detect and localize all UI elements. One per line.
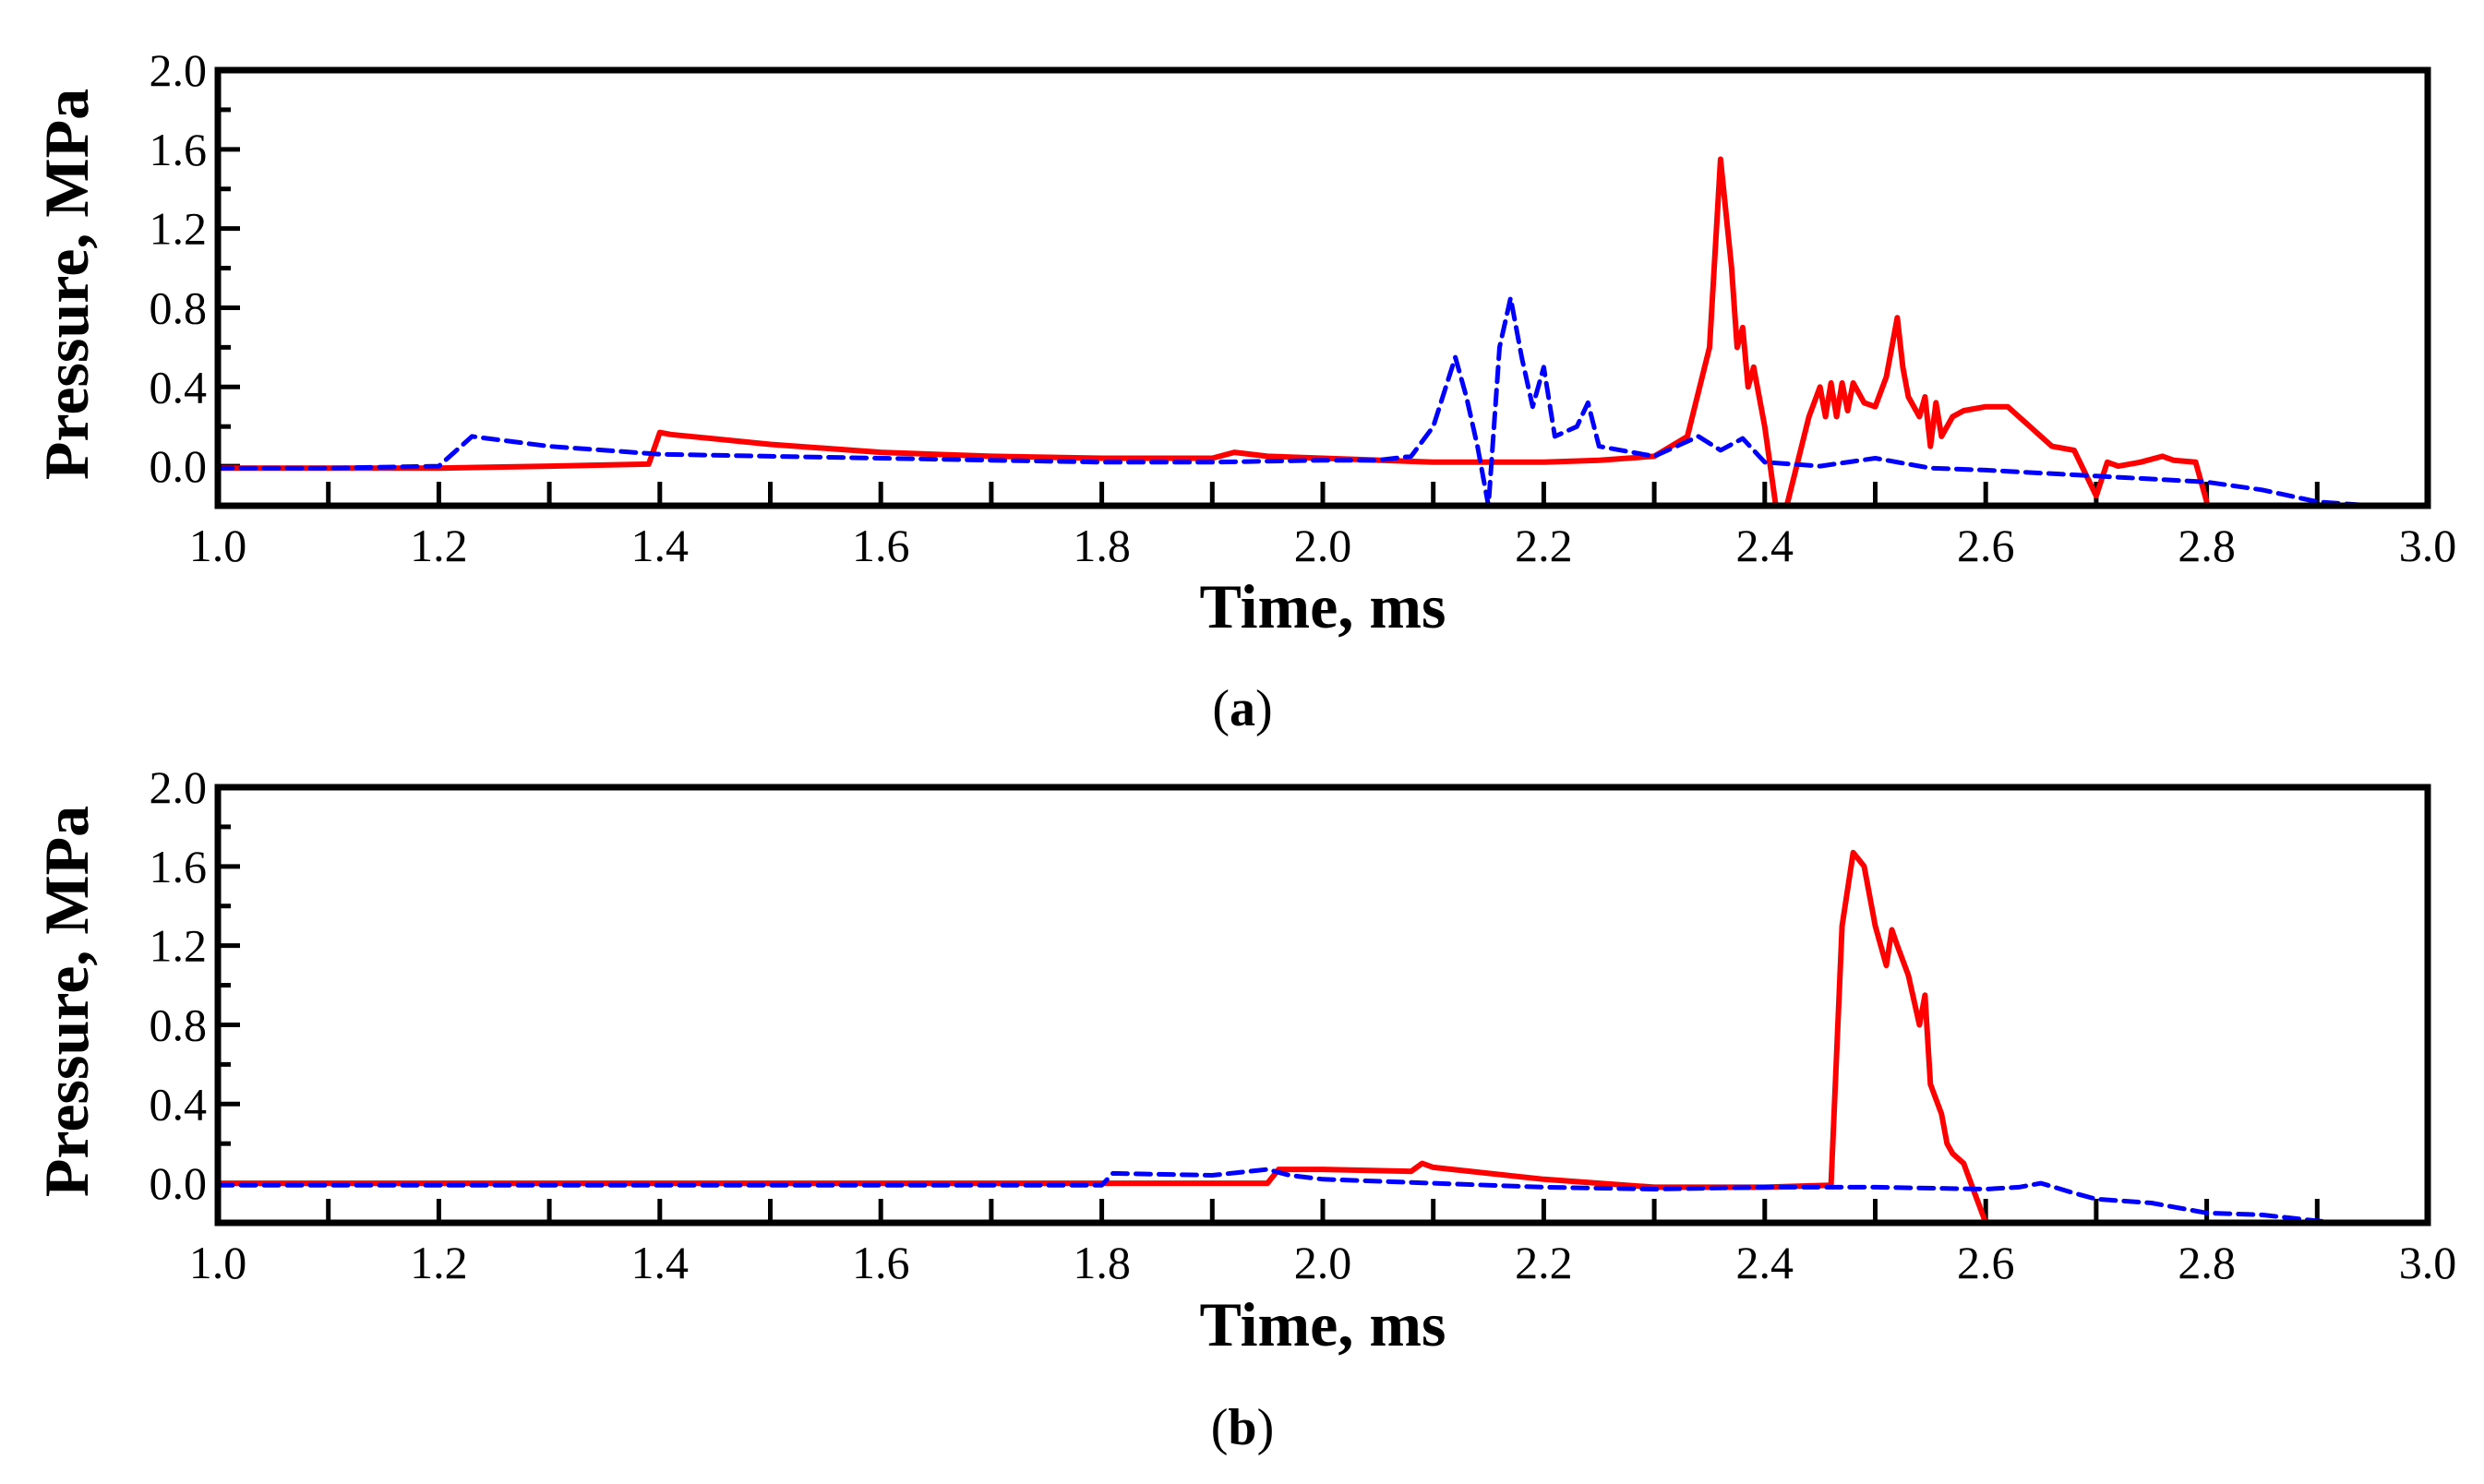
- axes-group: 1.0 1.2 1.4 1.6 1.8 2.0 2.2 2.4 2.6 2.8 3.0 0.0 0.4 0…: [150, 761, 2457, 1288]
- plot-frame: [214, 66, 2431, 509]
- x-tick-label: 2.2: [1515, 520, 1573, 571]
- y-tick-label: 1.6: [150, 124, 208, 175]
- panel-label: (a): [1212, 680, 1272, 737]
- x-tick-label: 3.0: [2399, 520, 2457, 571]
- y-tick-label: 0.8: [150, 999, 208, 1050]
- x-tick-label: 1.6: [852, 1237, 910, 1288]
- panel-label: (b): [1211, 1399, 1274, 1456]
- y-axis-title-text: Pressure, MPa: [31, 806, 102, 1197]
- series-group: [218, 156, 2375, 506]
- x-tick-label: 1.4: [631, 520, 690, 571]
- x-axis-title: Time, ms: [1200, 571, 1446, 641]
- x-tick-label: 1.0: [189, 520, 247, 571]
- y-tick-label: 1.2: [150, 920, 208, 972]
- y-tick-label: 0.8: [150, 281, 208, 333]
- y-axis-title: Pressure, MPa: [31, 806, 102, 1197]
- plot-frame: [214, 784, 2431, 1227]
- y-tick-label: 2.0: [150, 761, 208, 813]
- x-tick-label: 2.4: [1736, 520, 1794, 571]
- series-line-dashed-blue: [218, 295, 2375, 506]
- series-line-dashed-blue: [218, 1167, 2342, 1223]
- y-axis-title-text: Pressure, MPa: [31, 89, 102, 480]
- x-tick-label: 2.6: [1957, 520, 2015, 571]
- x-tick-label: 2.4: [1736, 1237, 1794, 1288]
- y-axis-title: Pressure, MPa: [31, 89, 102, 480]
- series-line-solid-red: [218, 849, 2022, 1223]
- panel-a: Pressure, MPa 1.0 1.2 1.4 1.6 1.8 2.0 2.2 2.4 2.…: [31, 44, 2456, 737]
- y-tick-label: 1.2: [150, 203, 208, 255]
- x-tick-label: 3.0: [2399, 1237, 2457, 1288]
- series-group: [218, 849, 2342, 1223]
- x-tick-label: 2.6: [1957, 1237, 2015, 1288]
- y-tick-label: 1.6: [150, 841, 208, 892]
- x-tick-label: 1.8: [1073, 520, 1131, 571]
- axes-group: 1.0 1.2 1.4 1.6 1.8 2.0 2.2 2.4 2.6 2.8 3.0 0.0 0.4 0…: [150, 44, 2457, 571]
- x-axis-title: Time, ms: [1200, 1289, 1446, 1359]
- y-tick-label: 2.0: [150, 44, 208, 96]
- series-line-solid-red: [218, 156, 2210, 506]
- y-tick-label: 0.0: [150, 440, 208, 492]
- panel-b: Pressure, MPa 1.0 1.2 1.4 1.6 1.8 2.0 2.2 2.4 2.…: [31, 761, 2456, 1456]
- panel-label-letter: b: [1228, 1399, 1256, 1456]
- panel-label-letter: a: [1230, 680, 1255, 737]
- x-tick-label: 2.0: [1294, 1237, 1352, 1288]
- y-tick-label: 0.0: [150, 1157, 208, 1209]
- x-tick-label: 2.8: [2178, 1237, 2236, 1288]
- x-tick-label: 2.8: [2178, 520, 2236, 571]
- x-tick-label: 1.2: [410, 1237, 468, 1288]
- x-tick-label: 1.4: [631, 1237, 690, 1288]
- y-tick-label: 0.4: [150, 361, 208, 413]
- x-tick-label: 1.8: [1073, 1237, 1131, 1288]
- x-tick-label: 1.6: [852, 520, 910, 571]
- x-tick-label: 1.2: [410, 520, 468, 571]
- y-tick-label: 0.4: [150, 1078, 208, 1130]
- x-tick-label: 1.0: [189, 1237, 247, 1288]
- x-tick-label: 2.0: [1294, 520, 1352, 571]
- x-tick-label: 2.2: [1515, 1237, 1573, 1288]
